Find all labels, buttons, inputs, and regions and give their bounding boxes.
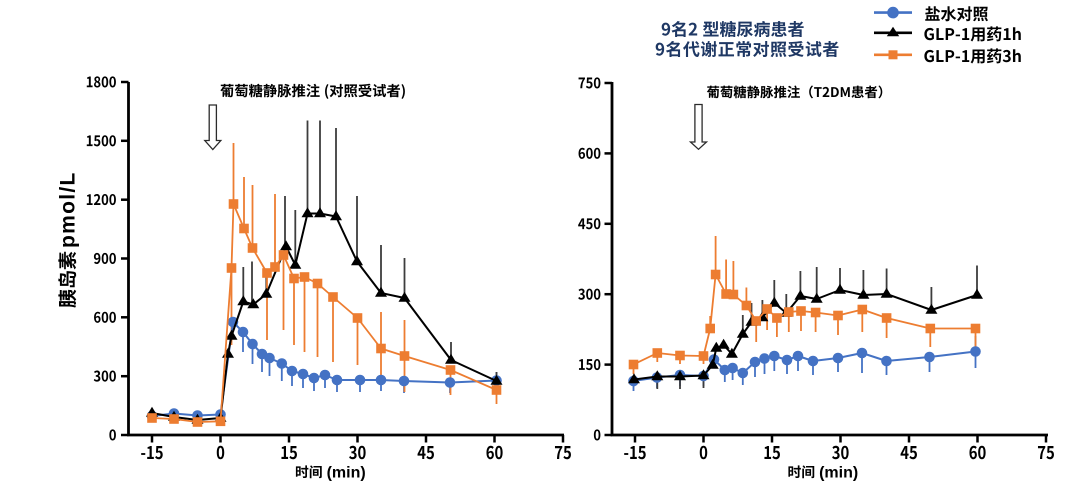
svg-text:pmol/L: pmol/L: [57, 171, 80, 248]
svg-text:(min): (min): [327, 465, 366, 482]
svg-text:(min): (min): [819, 465, 858, 482]
